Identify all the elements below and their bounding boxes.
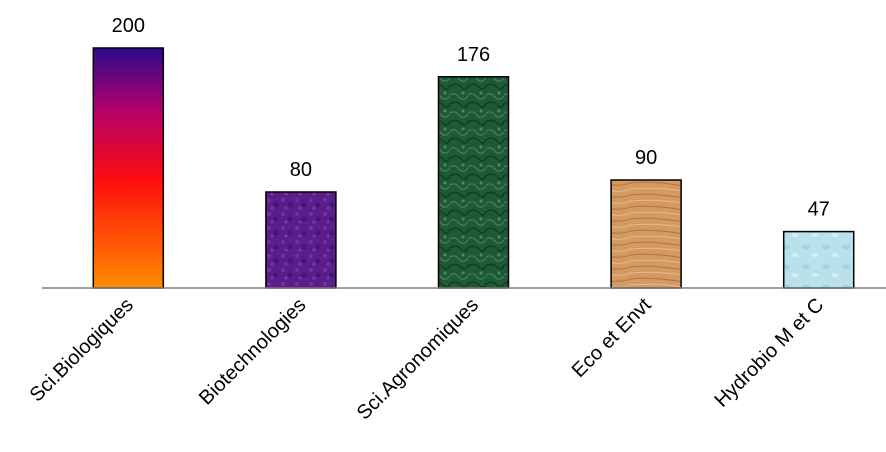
- bar-1: [265, 191, 337, 289]
- data-label-0: 200: [112, 15, 145, 37]
- x-tick-label-0: Sci.Biologiques: [26, 294, 138, 406]
- bar-0: [92, 47, 165, 289]
- x-tick-label-3: Eco et Envt: [568, 294, 656, 382]
- x-tick-label-2: Sci.Agronomiques: [353, 294, 483, 424]
- data-label-2: 176: [457, 44, 490, 66]
- bar-3: [610, 179, 682, 289]
- data-label-3: 90: [635, 147, 657, 169]
- x-tick-label-1: Biotechnologies: [195, 294, 310, 409]
- data-label-1: 80: [290, 159, 312, 181]
- data-label-4: 47: [808, 199, 830, 221]
- bar-4: [782, 230, 855, 289]
- bar-2: [437, 76, 510, 289]
- x-tick-label-4: Hydrobio M et C: [711, 294, 829, 412]
